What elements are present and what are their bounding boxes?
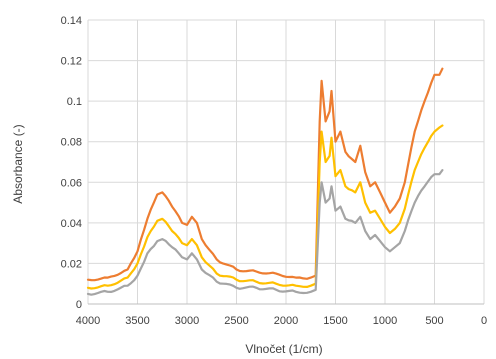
x-tick-label: 4000 — [76, 315, 100, 327]
x-tick-label: 0 — [481, 315, 487, 327]
series-line-1 — [86, 67, 444, 282]
x-axis-label: Vlnočet (1/cm) — [245, 342, 322, 356]
y-tick-label: 0.08 — [61, 137, 82, 149]
y-tick-labels: 0 0.02 0.04 0.06 0.08 0.1 0.12 0.14 — [61, 15, 82, 311]
series-lines — [86, 67, 444, 296]
y-tick-label: 0.06 — [61, 177, 82, 189]
y-tick-label: 0 — [76, 299, 82, 311]
x-tick-label: 3500 — [125, 315, 149, 327]
x-tick-label: 2000 — [274, 315, 298, 327]
series-line-3 — [86, 169, 444, 296]
series-line-2 — [86, 124, 444, 290]
x-tick-label: 3000 — [175, 315, 199, 327]
y-tick-label: 0.1 — [67, 96, 82, 108]
x-tick-labels: 4000 3500 3000 2500 2000 1500 1000 500 0 — [76, 315, 487, 327]
y-tick-label: 0.14 — [61, 15, 82, 27]
x-tick-label: 1500 — [323, 315, 347, 327]
x-tick-label: 500 — [425, 315, 443, 327]
y-tick-label: 0.12 — [61, 56, 82, 68]
y-axis-label: Absorbance (-) — [11, 124, 25, 203]
gridlines — [87, 19, 485, 305]
x-tick-label: 1000 — [373, 315, 397, 327]
y-tick-label: 0.04 — [61, 218, 82, 230]
x-tick-label: 2500 — [224, 315, 248, 327]
y-tick-label: 0.02 — [61, 258, 82, 270]
